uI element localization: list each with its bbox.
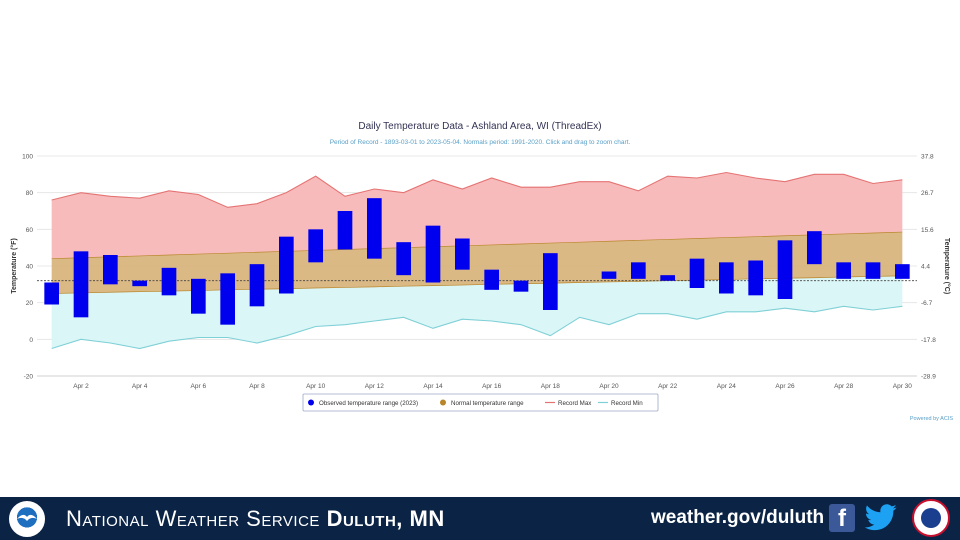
observed-range-bar[interactable] [660,275,675,281]
observed-range-bar[interactable] [44,282,59,305]
observed-range-bar[interactable] [807,231,822,265]
x-tick-label: Apr 8 [249,383,265,390]
legend-marker[interactable] [308,399,314,406]
y-tick-label-right: -28.9 [921,374,936,381]
observed-range-bar[interactable] [543,253,558,310]
legend-label: Record Max [558,400,592,407]
observed-range-bar[interactable] [777,240,793,299]
y-tick-label-right: 4.4 [921,264,930,271]
temperature-chart[interactable]: Daily Temperature Data - Ashland Area, W… [0,110,960,430]
x-tick-label: Apr 26 [775,383,795,390]
legend-label: Record Min [611,400,643,407]
chart-title: Daily Temperature Data - Ashland Area, W… [358,121,601,132]
observed-range-bar[interactable] [279,236,294,294]
y-tick-label-right: -17.8 [921,337,936,344]
observed-range-bar[interactable] [689,258,705,288]
legend-box [302,393,659,412]
observed-range-bar[interactable] [425,225,441,283]
observed-range-bar[interactable] [513,280,529,292]
x-tick-label: Apr 18 [541,383,561,390]
x-tick-label: Apr 10 [306,383,326,390]
org-name-prefix: National Weather Service [66,506,320,531]
x-tick-label: Apr 24 [717,383,737,390]
observed-range-bar[interactable] [103,255,118,285]
observed-range-bar[interactable] [249,264,265,307]
y-tick-label-right: 15.6 [921,227,934,234]
website-link[interactable]: weather.gov/duluth [651,507,825,528]
x-tick-label: Apr 6 [191,383,207,390]
facebook-icon[interactable]: f [829,504,855,532]
chart-canvas[interactable]: Daily Temperature Data - Ashland Area, W… [0,110,960,430]
observed-range-bar[interactable] [836,262,851,279]
y-axis-label-left: Temperature (°F) [10,238,18,294]
observed-range-bar[interactable] [719,262,734,294]
normal-high-line [51,231,903,260]
nws-seal-center [921,508,941,528]
x-tick-label: Apr 4 [132,383,148,390]
observed-range-bar[interactable] [455,238,470,270]
chart-credit: Powered by ACIS [910,416,953,422]
record-max-area [51,172,903,259]
observed-range-bar[interactable] [132,280,147,287]
x-tick-label: Apr 22 [658,383,678,390]
footer-banner: National Weather Service Duluth, MN weat… [0,497,960,540]
x-tick-label: Apr 12 [365,383,385,390]
observed-range-bar[interactable] [73,251,89,318]
observed-range-bar[interactable] [601,271,617,279]
y-tick-label-left: 80 [26,190,34,197]
y-tick-label-left: 100 [22,154,33,161]
facebook-glyph: f [838,505,846,532]
nws-seal-logo[interactable] [912,499,950,537]
legend-marker[interactable] [440,399,446,406]
x-tick-label: Apr 30 [893,383,913,390]
observed-range-bar[interactable] [865,262,881,279]
record-min-line [51,305,903,350]
observed-range-bar[interactable] [308,229,323,263]
observed-range-bar[interactable] [895,264,910,279]
x-tick-label: Apr 16 [482,383,502,390]
y-tick-label-right: -6.7 [921,300,933,307]
observed-range-bar[interactable] [337,211,353,250]
x-tick-label: Apr 28 [834,383,854,390]
observed-range-bar[interactable] [220,273,235,325]
observed-range-bar[interactable] [631,262,646,279]
y-tick-label-left: 20 [26,300,34,307]
y-tick-label-left: 60 [26,227,34,234]
x-tick-label: Apr 2 [73,383,89,390]
y-tick-label-right: 26.7 [921,190,934,197]
y-tick-label-right: 37.8 [921,154,934,161]
x-tick-label: Apr 14 [423,383,443,390]
noaa-bird-icon [17,514,37,521]
legend-label: Observed temperature range (2023) [319,400,418,407]
observed-range-bar[interactable] [748,260,763,296]
y-tick-label-left: 0 [29,337,33,344]
office-name: National Weather Service Duluth, MN [66,506,445,532]
observed-range-bar[interactable] [396,242,411,276]
chart-subtitle: Period of Record - 1893-03-01 to 2023-05… [330,139,631,146]
y-axis-label-right: Temperature (°C) [943,238,951,294]
x-tick-label: Apr 20 [599,383,619,390]
observed-range-bar[interactable] [191,278,206,314]
org-name-office: Duluth, MN [326,506,445,531]
y-tick-label-left: 40 [26,264,34,271]
observed-range-bar[interactable] [161,267,177,296]
observed-range-bar[interactable] [484,269,499,290]
legend-label: Normal temperature range [451,400,524,407]
twitter-icon[interactable] [864,503,898,533]
observed-range-bar[interactable] [367,198,382,259]
record-max-line [51,171,903,208]
y-tick-label-left: -20 [24,374,34,381]
